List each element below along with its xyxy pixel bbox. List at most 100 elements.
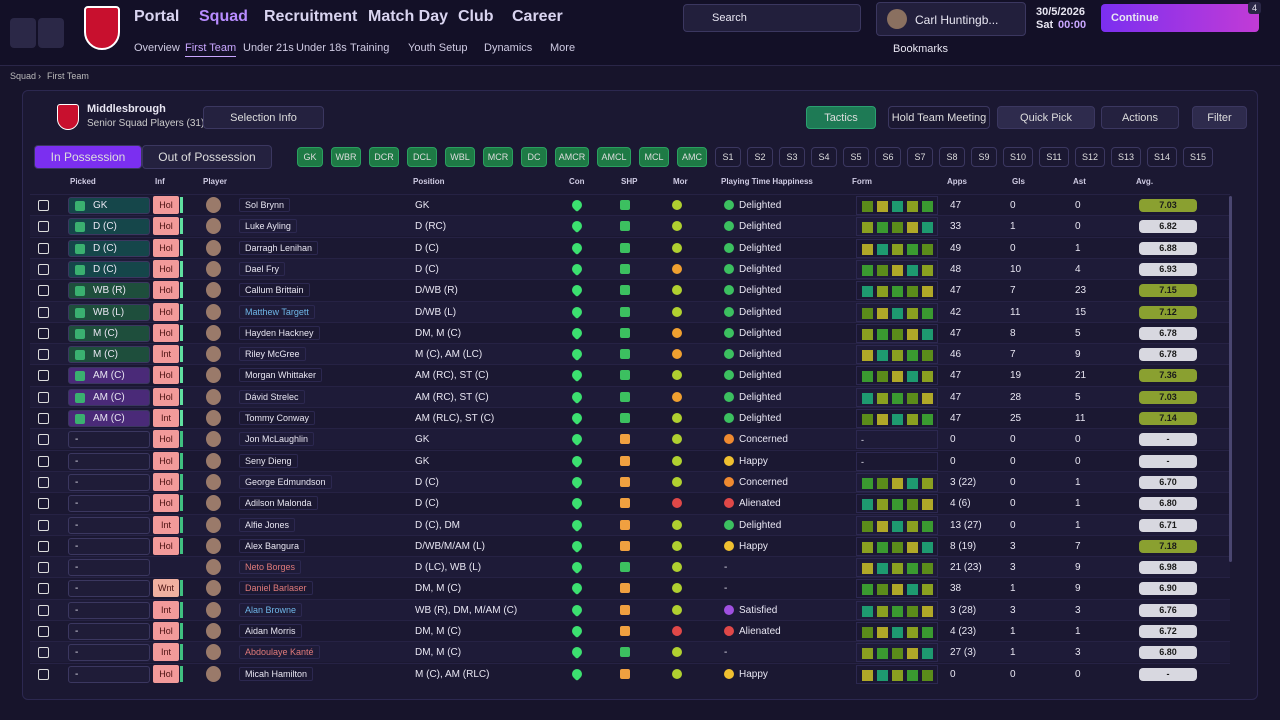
column-header[interactable]: Con bbox=[569, 177, 585, 186]
team-meeting[interactable]: Hold Team Meeting bbox=[888, 106, 990, 129]
position-slot[interactable]: S10 bbox=[1003, 147, 1033, 167]
possession-tab[interactable]: Out of Possession bbox=[142, 145, 272, 169]
player-name[interactable]: Abdoulaye Kanté bbox=[239, 645, 320, 660]
checkbox[interactable] bbox=[38, 306, 49, 318]
subnav-item[interactable]: Youth Setup bbox=[408, 42, 468, 54]
checkbox[interactable] bbox=[38, 498, 49, 510]
picked-select[interactable]: - bbox=[68, 495, 150, 513]
nav-item[interactable]: Squad bbox=[199, 8, 248, 25]
player-name[interactable]: Alfie Jones bbox=[239, 517, 296, 532]
picked-select[interactable]: M (C) bbox=[68, 324, 150, 342]
table-row[interactable]: D (C) Hol Darragh Lenihan D (C) Delighted 49 0… bbox=[30, 236, 1230, 258]
subnav-item[interactable]: First Team bbox=[185, 42, 237, 57]
checkbox[interactable] bbox=[38, 285, 49, 297]
picked-select[interactable]: AM (C) bbox=[68, 388, 150, 406]
player-name[interactable]: Hayden Hackney bbox=[239, 325, 320, 340]
checkbox[interactable] bbox=[38, 519, 49, 531]
player-name[interactable]: Alex Bangura bbox=[239, 538, 306, 553]
table-row[interactable]: - Hol George Edmundson D (C) Concerned 3 (22)… bbox=[30, 470, 1230, 492]
player-name[interactable]: Neto Borges bbox=[239, 560, 302, 575]
checkbox[interactable] bbox=[38, 327, 49, 339]
column-header[interactable]: Picked bbox=[70, 177, 96, 186]
selection-info[interactable]: Selection Info bbox=[203, 106, 324, 129]
position-slot[interactable]: S6 bbox=[875, 147, 901, 167]
subnav-item[interactable]: Under 18s bbox=[296, 42, 347, 54]
column-header[interactable]: Ast bbox=[1073, 177, 1086, 186]
quick-pick[interactable]: Quick Pick bbox=[997, 106, 1095, 129]
checkbox[interactable] bbox=[38, 391, 49, 403]
position-slot[interactable]: AMCL bbox=[597, 147, 631, 167]
nav-item[interactable]: Recruitment bbox=[264, 8, 358, 25]
column-header[interactable]: Avg. bbox=[1136, 177, 1154, 186]
picked-select[interactable]: - bbox=[68, 580, 150, 598]
manager-box[interactable]: Carl Huntingb... bbox=[876, 2, 1026, 36]
position-slot[interactable]: DC bbox=[521, 147, 547, 167]
picked-select[interactable]: - bbox=[68, 623, 150, 640]
checkbox[interactable] bbox=[38, 668, 49, 680]
table-row[interactable]: M (C) Int Riley McGree M (C), AM (LC) Deligh… bbox=[30, 343, 1230, 365]
column-header[interactable]: Position bbox=[413, 177, 445, 186]
position-slot[interactable]: MCL bbox=[639, 147, 669, 167]
table-row[interactable]: WB (L) Hol Matthew Targett D/WB (L) Delighte… bbox=[30, 300, 1230, 322]
position-slot[interactable]: WBR bbox=[331, 147, 361, 167]
picked-select[interactable]: - bbox=[68, 559, 150, 577]
column-header[interactable]: Mor bbox=[673, 177, 688, 186]
picked-select[interactable]: - bbox=[68, 516, 150, 534]
nav-item[interactable]: Portal bbox=[134, 8, 180, 25]
table-row[interactable]: - Neto Borges D (LC), WB (L) - 21 (23) 3 9 6.98 bbox=[30, 556, 1230, 578]
position-slot[interactable]: S12 bbox=[1075, 147, 1105, 167]
picked-select[interactable]: - bbox=[68, 665, 150, 683]
search-bar[interactable]: Search bbox=[683, 4, 861, 32]
table-row[interactable]: - Int Abdoulaye Kanté DM, M (C) -27 (3) 1 3 6.8… bbox=[30, 641, 1230, 663]
filter[interactable]: Filter bbox=[1192, 106, 1247, 129]
forward-button[interactable] bbox=[38, 18, 64, 48]
player-name[interactable]: Dael Fry bbox=[239, 261, 286, 276]
position-slot[interactable]: DCR bbox=[369, 147, 399, 167]
table-row[interactable]: D (C) Hol Dael Fry D (C) Delighted 48 10 4 6.93 bbox=[30, 257, 1230, 279]
column-header[interactable]: Apps bbox=[947, 177, 967, 186]
player-name[interactable]: Alan Browne bbox=[239, 602, 303, 617]
continue-button[interactable]: Continue bbox=[1101, 4, 1259, 32]
table-row[interactable]: AM (C) Hol Morgan Whittaker AM (RC), ST (C)… bbox=[30, 364, 1230, 386]
table-row[interactable]: GK Hol Sol Brynn GK Delighted 47 0 0 7.03 bbox=[30, 194, 1230, 215]
position-slot[interactable]: S4 bbox=[811, 147, 837, 167]
checkbox[interactable] bbox=[38, 221, 49, 233]
checkbox[interactable] bbox=[38, 349, 49, 361]
checkbox[interactable] bbox=[38, 626, 49, 637]
picked-select[interactable]: D (C) bbox=[68, 260, 150, 278]
player-name[interactable]: Seny Dieng bbox=[239, 453, 298, 468]
position-slot[interactable]: S13 bbox=[1111, 147, 1141, 167]
table-row[interactable]: - Int Alan Browne WB (R), DM, M/AM (C) Satis… bbox=[30, 598, 1230, 620]
player-name[interactable]: Jon McLaughlin bbox=[239, 432, 315, 447]
player-name[interactable]: Tommy Conway bbox=[239, 411, 316, 425]
column-header[interactable]: Gls bbox=[1012, 177, 1025, 186]
player-name[interactable]: Micah Hamilton bbox=[239, 666, 314, 681]
subnav-item[interactable]: Under 21s bbox=[243, 42, 294, 54]
table-row[interactable]: - Hol Seny Dieng GK Happy -0 0 0- bbox=[30, 449, 1230, 471]
possession-tab[interactable]: In Possession bbox=[34, 145, 142, 169]
breadcrumb[interactable]: Squad bbox=[10, 71, 37, 81]
checkbox[interactable] bbox=[38, 562, 49, 574]
position-slot[interactable]: S8 bbox=[939, 147, 965, 167]
position-slot[interactable]: GK bbox=[297, 147, 323, 167]
picked-select[interactable]: GK bbox=[68, 197, 150, 214]
position-slot[interactable]: S7 bbox=[907, 147, 933, 167]
subnav-item[interactable]: Dynamics bbox=[484, 42, 533, 54]
player-name[interactable]: George Edmundson bbox=[239, 474, 332, 489]
checkbox[interactable] bbox=[38, 434, 49, 446]
nav-item[interactable]: Career bbox=[512, 8, 563, 25]
checkbox[interactable] bbox=[38, 604, 49, 616]
picked-select[interactable]: D (C) bbox=[68, 239, 150, 257]
column-header[interactable]: Form bbox=[852, 177, 872, 186]
table-row[interactable]: WB (R) Hol Callum Brittain D/WB (R) Delighte… bbox=[30, 279, 1230, 301]
table-row[interactable]: - Int Alfie Jones D (C), DM Delighted 13 (27)… bbox=[30, 513, 1230, 535]
nav-item[interactable]: Club bbox=[458, 8, 494, 25]
picked-select[interactable]: AM (C) bbox=[68, 367, 150, 385]
checkbox[interactable] bbox=[38, 242, 49, 254]
tactics[interactable]: Tactics bbox=[806, 106, 876, 129]
picked-select[interactable]: - bbox=[68, 452, 150, 470]
table-row[interactable]: AM (C) Int Tommy Conway AM (RLC), ST (C) Del… bbox=[30, 407, 1230, 428]
actions[interactable]: Actions bbox=[1101, 106, 1179, 129]
column-header[interactable]: Player bbox=[203, 177, 228, 186]
checkbox[interactable] bbox=[38, 200, 49, 211]
